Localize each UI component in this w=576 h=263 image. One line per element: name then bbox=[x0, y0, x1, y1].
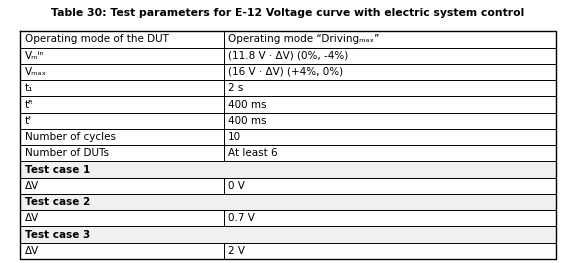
Text: t₁: t₁ bbox=[25, 83, 33, 93]
Bar bbox=[20, 48, 556, 64]
Bar bbox=[20, 96, 556, 113]
Bar bbox=[20, 194, 556, 210]
Text: Test case 2: Test case 2 bbox=[25, 197, 90, 207]
Text: 2 s: 2 s bbox=[228, 83, 244, 93]
Bar bbox=[20, 243, 556, 259]
Text: ΔV: ΔV bbox=[25, 213, 39, 223]
Text: Vₘᴵⁿ: Vₘᴵⁿ bbox=[25, 51, 44, 61]
Text: Number of DUTs: Number of DUTs bbox=[25, 148, 109, 158]
Bar bbox=[20, 80, 556, 96]
Text: (11.8 V · ΔV) (0%, -4%): (11.8 V · ΔV) (0%, -4%) bbox=[228, 51, 348, 61]
Text: tᴿ: tᴿ bbox=[25, 99, 33, 109]
Text: Operating mode “Drivingₘₐₓ”: Operating mode “Drivingₘₐₓ” bbox=[228, 34, 380, 44]
Text: Number of cycles: Number of cycles bbox=[25, 132, 116, 142]
Text: Vₘₐₓ: Vₘₐₓ bbox=[25, 67, 47, 77]
Text: (16 V · ΔV) (+4%, 0%): (16 V · ΔV) (+4%, 0%) bbox=[228, 67, 343, 77]
Text: Table 30: Test parameters for E-12 Voltage curve with electric system control: Table 30: Test parameters for E-12 Volta… bbox=[51, 8, 525, 18]
Text: ΔV: ΔV bbox=[25, 181, 39, 191]
Text: 2 V: 2 V bbox=[228, 246, 245, 256]
Text: tᶠ: tᶠ bbox=[25, 116, 32, 126]
Text: 400 ms: 400 ms bbox=[228, 116, 267, 126]
Bar bbox=[20, 145, 556, 161]
Text: Operating mode of the DUT: Operating mode of the DUT bbox=[25, 34, 169, 44]
Text: 400 ms: 400 ms bbox=[228, 99, 267, 109]
Bar bbox=[20, 161, 556, 178]
Text: At least 6: At least 6 bbox=[228, 148, 278, 158]
Text: ΔV: ΔV bbox=[25, 246, 39, 256]
Bar bbox=[20, 113, 556, 129]
Bar bbox=[20, 178, 556, 194]
Text: 0 V: 0 V bbox=[228, 181, 245, 191]
Text: Test case 1: Test case 1 bbox=[25, 165, 90, 175]
Text: 10: 10 bbox=[228, 132, 241, 142]
Text: Test case 3: Test case 3 bbox=[25, 230, 90, 240]
Bar bbox=[20, 210, 556, 226]
Bar bbox=[20, 31, 556, 48]
Bar bbox=[20, 129, 556, 145]
Text: 0.7 V: 0.7 V bbox=[228, 213, 255, 223]
Bar bbox=[20, 64, 556, 80]
Bar bbox=[20, 226, 556, 243]
